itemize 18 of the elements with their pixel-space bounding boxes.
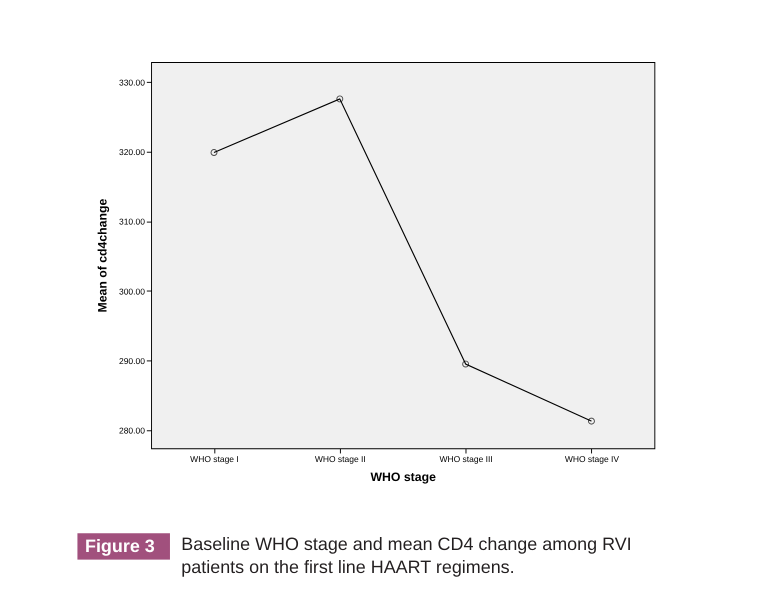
y-tick-label: 280.00 [118,425,146,436]
point [588,418,595,425]
point [462,360,470,368]
x-tick-label: WHO stage I [190,454,239,464]
x-tick-label: WHO stage II [314,454,366,464]
y-tick-label: 300.00 [118,286,146,296]
y-axis-title: Mean of cd4change [96,198,110,313]
x-axis-title: WHO stage [370,470,436,484]
y-tick-label: 330.00 [118,78,146,88]
y-tick-label: 320.00 [118,147,146,158]
y-tick-label: 290.00 [118,356,146,366]
text: Baseline WHO stage and mean CD4 change among RVI patients on the first line HAART regimens. [181,534,632,577]
x-tick-label: WHO stage III [439,454,493,464]
y-tick-label: 310.00 [118,216,146,227]
caption: Figure 3 [84,536,155,556]
point [336,95,344,102]
x-tick-label: WHO stage IV [564,454,620,464]
point [210,149,218,156]
